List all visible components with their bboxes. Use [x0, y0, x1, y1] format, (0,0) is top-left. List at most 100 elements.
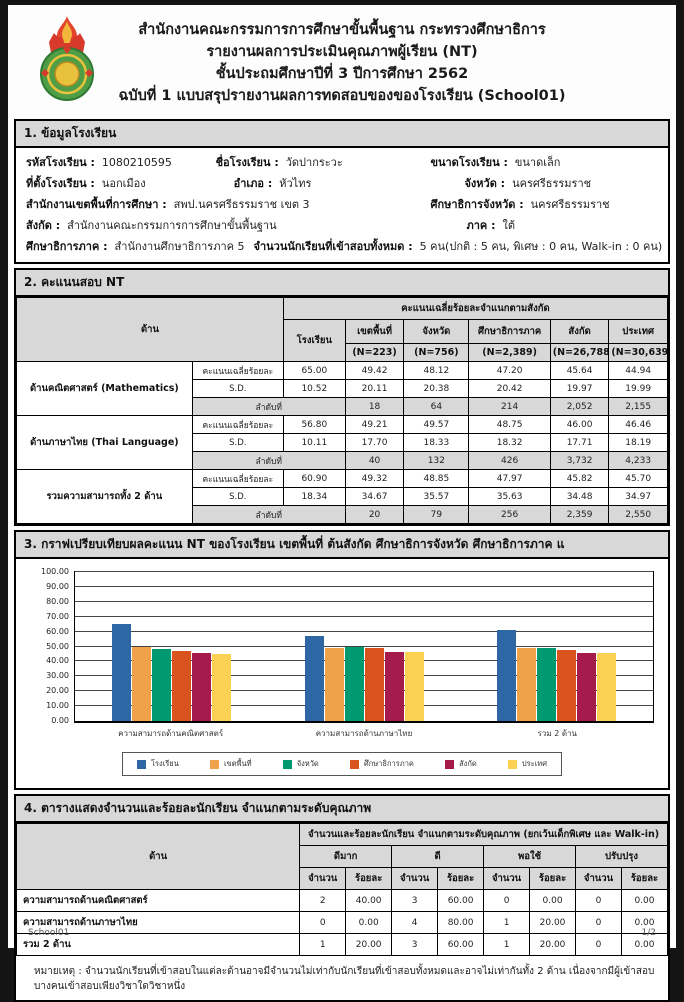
table-row: ความสามารถด้านคณิตศาสตร์ 2 40.00 3 60.00 0 0.0… — [15, 889, 669, 912]
chart-bars-row — [75, 572, 653, 721]
field-label: ศึกษาธิการจังหวัด : — [430, 198, 524, 211]
metric-label: ลำดับที่ — [191, 451, 346, 470]
column-header-dan: ด้าน — [15, 823, 301, 890]
field-region: ภาค : ใต้ — [430, 215, 658, 236]
legend-item: ประเทศ — [507, 758, 547, 770]
field-regional-edu: ศึกษาธิการภาค : สำนักงานศึกษาธิการภาค 5 — [26, 236, 254, 257]
field-label: ที่ตั้งโรงเรียน : — [26, 177, 95, 190]
field-value: วัดปากระวะ — [285, 156, 343, 169]
gridline — [75, 645, 653, 647]
mean-value: 49.21 — [344, 415, 405, 434]
field-province: จังหวัด : นครศรีธรรมราช — [430, 173, 658, 194]
field-label: รหัสโรงเรียน : — [26, 156, 95, 169]
column-group-header: จำนวนและร้อยละนักเรียน จำแนกตามระดับคุณภ… — [299, 823, 668, 846]
quality-value: 3 — [391, 889, 439, 912]
bar-ประเทศ — [597, 652, 617, 721]
subcol-percent: ร้อยละ — [620, 867, 669, 890]
nt-score-tbody: ด้านคณิตศาสตร์ (Mathematics) คะแนนเฉลี่ยร… — [16, 361, 668, 524]
rank-value: 20 — [344, 505, 405, 524]
nt-row-mean: รวมความสามารถทั้ง 2 ด้าน คะแนนเฉลี่ยร้อยล… — [16, 469, 668, 524]
bar-group — [460, 572, 653, 721]
chart-x-axis: ความสามารถด้านคณิตศาสตร์ ความสามารถด้านภา… — [74, 723, 654, 740]
level-header-fair: พอใช้ — [483, 845, 577, 868]
y-tick-label: 80.00 — [46, 596, 69, 606]
column-header-regional-edu: ศึกษาธิการภาค — [468, 319, 551, 344]
quality-level-table: ด้าน จำนวนและร้อยละนักเรียน จำแนกตามระดั… — [15, 823, 669, 956]
metric-label: S.D. — [191, 379, 284, 398]
y-tick-label: 30.00 — [46, 671, 69, 681]
document-header: สำนักงานคณะกรรมการการศึกษาขั้นพื้นฐาน กร… — [14, 11, 670, 115]
header-line-ministry: สำนักงานคณะกรรมการการศึกษาขั้นพื้นฐาน กร… — [138, 22, 546, 38]
header-line-grade: ชั้นประถมศึกษาปีที่ 3 ปีการศึกษา 2562 — [215, 66, 469, 82]
quality-value: 0 — [575, 889, 622, 912]
mean-value: 47.97 — [468, 469, 551, 488]
quality-value: 1 — [299, 933, 347, 956]
legend-label: สังกัด — [459, 759, 477, 768]
mean-value: 44.94 — [608, 361, 668, 380]
info-row: ศึกษาธิการภาค : สำนักงานศึกษาธิการภาค 5 … — [16, 236, 668, 257]
bar-โรงเรียน — [304, 636, 324, 721]
level-header-good: ดี — [391, 845, 485, 868]
mean-value: 45.64 — [549, 361, 610, 380]
metric-label: S.D. — [191, 433, 284, 452]
field-label: ขนาดโรงเรียน : — [430, 156, 508, 169]
sd-value: 17.70 — [344, 433, 405, 452]
section1-title: 1. ข้อมูลโรงเรียน — [16, 121, 668, 148]
field-label: สำนักงานเขตพื้นที่การศึกษา : — [26, 198, 167, 211]
legend-item: เขตพื้นที่ — [209, 758, 252, 770]
field-school-code: รหัสโรงเรียน : 1080210595 — [26, 152, 216, 173]
level-header-improve: ปรับปรุง — [575, 845, 668, 868]
sd-value: 35.63 — [468, 487, 551, 506]
rank-value: 2,359 — [549, 505, 610, 524]
quality-level-tbody: ความสามารถด้านคณิตศาสตร์ 2 40.00 3 60.00 0 0.0… — [15, 889, 669, 956]
bar-เขตพื้นที่ — [324, 647, 344, 721]
y-tick-label: 60.00 — [46, 626, 69, 636]
field-area-office: สำนักงานเขตพื้นที่การศึกษา : สพป.นครศรีธ… — [26, 194, 430, 215]
table-row: รวม 2 ด้าน 1 20.00 3 60.00 1 20.00 0 0.00 — [15, 933, 669, 956]
mean-value: 56.80 — [282, 415, 346, 434]
field-label: อำเภอ : — [233, 177, 273, 190]
quality-value: 2 — [299, 889, 347, 912]
legend-swatch — [507, 759, 517, 769]
metric-label: คะแนนเฉลี่ยร้อยละ — [191, 361, 284, 380]
rank-value: 64 — [403, 397, 470, 416]
sd-value: 20.42 — [468, 379, 551, 398]
legend-item: สังกัด — [445, 758, 477, 770]
table-header-row: ด้าน คะแนนเฉลี่ยร้อยละจำแนกตามสังกัด — [16, 297, 669, 362]
gridline — [75, 690, 653, 692]
rank-value: 79 — [403, 505, 470, 524]
column-n-area: (N=223) — [344, 343, 405, 362]
field-value: นอกเมือง — [101, 177, 146, 190]
legend-label: ศึกษาธิการภาค — [363, 759, 414, 768]
rank-value: 2,550 — [608, 505, 668, 524]
sd-value: 34.48 — [549, 487, 610, 506]
section-nt-scores: 2. คะแนนสอบ NT ด้าน คะแนนเฉลี่ยร้อยละจำแ… — [14, 268, 670, 526]
field-label: จำนวนนักเรียนที่เข้าสอบทั้งหมด : — [253, 240, 413, 253]
footer-right: 1/2 — [641, 928, 656, 938]
y-tick-label: 100.00 — [41, 567, 69, 576]
gridline — [75, 585, 653, 587]
info-row: สำนักงานเขตพื้นที่การศึกษา : สพป.นครศรีธ… — [16, 194, 668, 215]
quality-value: 60.00 — [437, 889, 485, 912]
info-row: ที่ตั้งโรงเรียน : นอกเมือง อำเภอ : หัวไท… — [16, 173, 668, 194]
footnote: หมายเหตุ : จำนวนนักเรียนที่เข้าสอบในแต่ล… — [34, 966, 655, 992]
footer-left: School01 — [28, 928, 70, 938]
rank-value: 3,732 — [549, 451, 610, 470]
field-provincial-edu: ศึกษาธิการจังหวัด : นครศรีธรรมราช — [430, 194, 658, 215]
page-footer: School01 1/2 — [14, 928, 670, 938]
section2-title: 2. คะแนนสอบ NT — [16, 270, 668, 297]
bar-จังหวัด — [537, 648, 557, 721]
obec-emblem-icon — [40, 16, 94, 101]
domain-label: รวม 2 ด้าน — [15, 933, 301, 956]
gridline — [75, 571, 653, 572]
legend-label: โรงเรียน — [151, 759, 179, 768]
sd-value: 19.97 — [549, 379, 610, 398]
column-header-country: ประเทศ — [608, 319, 668, 344]
table-row: ความสามารถด้านภาษาไทย 0 0.00 4 80.00 1 20.00 0 0… — [15, 911, 669, 934]
sd-value: 10.52 — [282, 379, 346, 398]
section3-title: 3. กราฟเปรียบเทียบผลคะแนน NT ของโรงเรียน… — [16, 532, 668, 559]
gridline — [75, 600, 653, 602]
field-label: สังกัด : — [26, 219, 61, 232]
bar-ศึกษาธิการภาค — [364, 648, 384, 721]
table-header-row: โรงเรียน เขตพื้นที่ จังหวัด ศึกษาธิการภา… — [17, 319, 668, 362]
